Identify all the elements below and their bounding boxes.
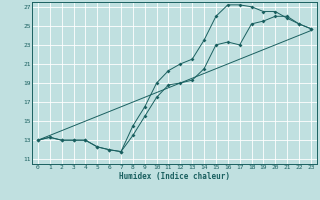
X-axis label: Humidex (Indice chaleur): Humidex (Indice chaleur)	[119, 172, 230, 181]
